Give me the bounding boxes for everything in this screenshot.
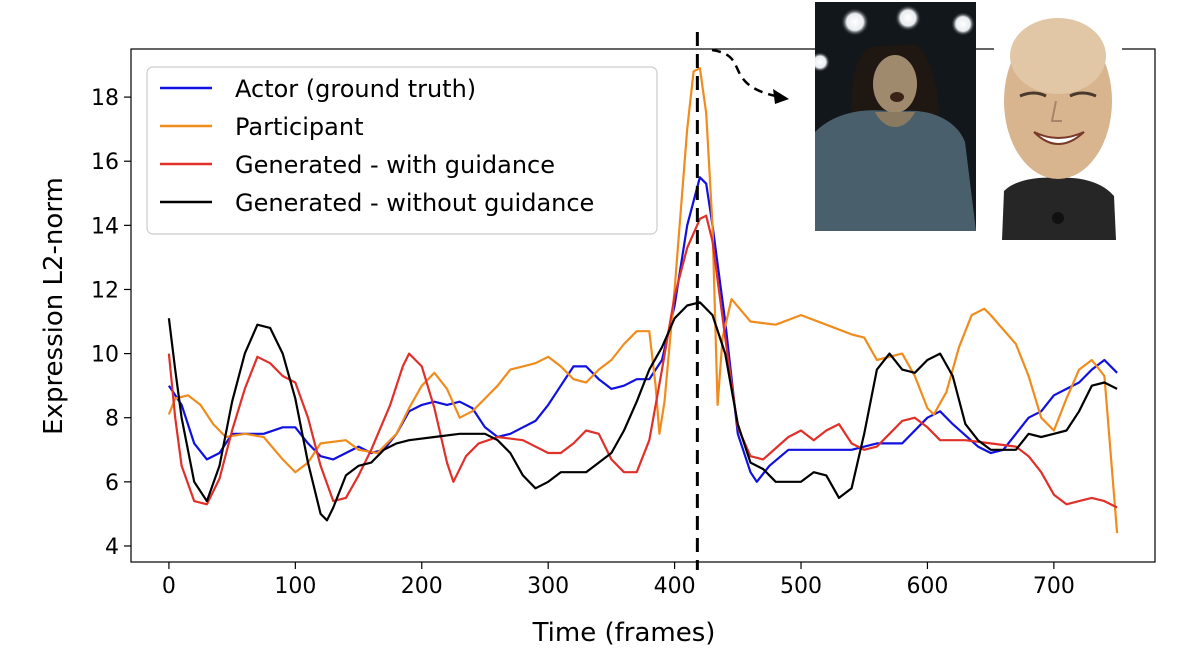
x-tick-label: 700 [1033, 574, 1075, 599]
marker-arrowhead [773, 89, 789, 104]
legend-box [146, 66, 658, 235]
series-line-generated-without-guidance [167, 301, 1118, 522]
y-tick-label: 6 [105, 471, 119, 496]
y-tick-label: 10 [91, 343, 119, 368]
plot-frame [130, 48, 1156, 563]
y-tick-label: 16 [91, 150, 119, 175]
y-tick-label: 4 [105, 535, 119, 560]
axis-ticks: 0 100 200 300 400 500 600 700 4 6 8 10 12 14 16 18 [91, 86, 1075, 599]
legend-label: Actor (ground truth) [235, 75, 476, 103]
legend-label: Generated - without guidance [235, 189, 594, 217]
avatar-render [994, 6, 1122, 240]
x-tick-label: 200 [401, 574, 443, 599]
x-tick-label: 300 [527, 574, 569, 599]
y-axis-label: Expression L2-norm [39, 177, 69, 435]
x-tick-label: 400 [654, 574, 696, 599]
y-tick-label: 8 [105, 407, 119, 432]
series-line-generated-with-guidance [167, 214, 1118, 509]
marker-arrow [711, 48, 781, 99]
x-tick-label: 500 [780, 574, 822, 599]
series-line-actor-ground-truth [167, 176, 1118, 483]
legend-label: Participant [235, 113, 363, 141]
legend-label: Generated - with guidance [235, 151, 555, 179]
participant-photo [815, 2, 976, 231]
y-tick-label: 14 [91, 214, 119, 239]
y-tick-label: 12 [91, 278, 119, 303]
x-axis-label: Time (frames) [532, 618, 716, 648]
series-line-participant [167, 67, 1119, 534]
x-tick-label: 0 [162, 574, 176, 599]
series-layer [167, 67, 1119, 534]
y-tick-label: 18 [91, 86, 119, 111]
x-tick-label: 600 [906, 574, 948, 599]
legend: Actor (ground truth) Participant Generated… [146, 66, 658, 235]
x-tick-label: 100 [274, 574, 316, 599]
